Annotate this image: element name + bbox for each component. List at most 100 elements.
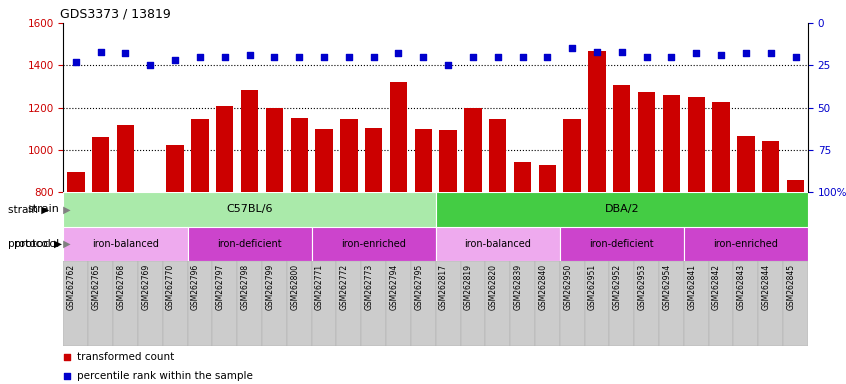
- Text: GSM262844: GSM262844: [761, 264, 771, 310]
- Bar: [212, 261, 237, 346]
- Bar: [191, 119, 209, 361]
- Text: GSM262795: GSM262795: [415, 264, 423, 310]
- Bar: [737, 136, 755, 361]
- Bar: [365, 127, 382, 361]
- Bar: [787, 180, 805, 361]
- Text: GSM262768: GSM262768: [117, 264, 125, 310]
- Bar: [758, 261, 783, 346]
- Bar: [188, 227, 311, 261]
- Point: [342, 54, 355, 60]
- Bar: [436, 261, 460, 346]
- Bar: [287, 261, 311, 346]
- Text: protocol: protocol: [14, 239, 59, 249]
- Bar: [783, 261, 808, 346]
- Point: [739, 50, 753, 56]
- Bar: [361, 261, 386, 346]
- Text: GSM262796: GSM262796: [191, 264, 200, 310]
- Text: GSM262820: GSM262820: [489, 264, 497, 310]
- Point: [267, 54, 281, 60]
- Text: protocol ▶: protocol ▶: [8, 239, 63, 249]
- Text: DBA/2: DBA/2: [605, 204, 639, 214]
- Bar: [162, 261, 188, 346]
- Bar: [762, 141, 779, 361]
- Point: [168, 57, 182, 63]
- Text: GSM262797: GSM262797: [216, 264, 225, 310]
- Bar: [560, 227, 684, 261]
- Point: [764, 50, 777, 56]
- Text: GSM262839: GSM262839: [514, 264, 523, 310]
- Bar: [92, 137, 109, 361]
- Bar: [113, 261, 138, 346]
- Point: [392, 50, 405, 56]
- Text: GSM262773: GSM262773: [365, 264, 374, 310]
- Bar: [709, 261, 733, 346]
- Bar: [613, 85, 630, 361]
- Bar: [733, 261, 758, 346]
- Bar: [311, 261, 337, 346]
- Bar: [117, 125, 135, 361]
- Point: [144, 62, 157, 68]
- Bar: [63, 261, 88, 346]
- Point: [367, 54, 381, 60]
- Text: GSM262845: GSM262845: [787, 264, 795, 310]
- Point: [591, 49, 604, 55]
- Bar: [241, 89, 258, 361]
- Point: [243, 52, 256, 58]
- Text: GSM262799: GSM262799: [266, 264, 274, 310]
- Bar: [712, 102, 730, 361]
- Bar: [634, 261, 659, 346]
- Text: strain: strain: [27, 204, 59, 214]
- Bar: [390, 82, 407, 361]
- Text: GSM262798: GSM262798: [240, 264, 250, 310]
- Text: GSM262950: GSM262950: [563, 264, 572, 310]
- Text: GSM262817: GSM262817: [439, 264, 448, 310]
- Text: ▶: ▶: [60, 204, 71, 214]
- Bar: [316, 129, 332, 361]
- Text: GSM262840: GSM262840: [538, 264, 547, 310]
- Text: GSM262954: GSM262954: [662, 264, 672, 310]
- Bar: [337, 261, 361, 346]
- Bar: [460, 261, 486, 346]
- Point: [689, 50, 703, 56]
- Bar: [262, 261, 287, 346]
- Point: [640, 54, 653, 60]
- Bar: [167, 145, 184, 361]
- Bar: [63, 227, 188, 261]
- Bar: [609, 261, 634, 346]
- Bar: [411, 261, 436, 346]
- Point: [516, 54, 530, 60]
- Text: C57BL/6: C57BL/6: [227, 204, 272, 214]
- Point: [491, 54, 504, 60]
- Text: iron-balanced: iron-balanced: [92, 239, 159, 249]
- Point: [118, 50, 132, 56]
- Bar: [464, 108, 481, 361]
- Point: [714, 52, 728, 58]
- Point: [665, 54, 678, 60]
- Text: GSM262843: GSM262843: [737, 264, 746, 310]
- Point: [788, 54, 802, 60]
- Bar: [415, 129, 432, 361]
- Text: GSM262794: GSM262794: [389, 264, 398, 310]
- Text: iron-enriched: iron-enriched: [341, 239, 406, 249]
- Bar: [510, 261, 535, 346]
- Text: GSM262765: GSM262765: [91, 264, 101, 310]
- Text: transformed count: transformed count: [77, 352, 174, 362]
- Point: [218, 54, 232, 60]
- Point: [69, 59, 83, 65]
- Bar: [141, 192, 159, 361]
- Bar: [88, 261, 113, 346]
- Bar: [560, 261, 585, 346]
- Text: GSM262770: GSM262770: [166, 264, 175, 310]
- Bar: [486, 261, 510, 346]
- Bar: [588, 51, 606, 361]
- Text: GSM262953: GSM262953: [638, 264, 646, 310]
- Bar: [659, 261, 684, 346]
- Bar: [311, 227, 436, 261]
- Text: iron-enriched: iron-enriched: [713, 239, 778, 249]
- Bar: [216, 106, 233, 361]
- Bar: [662, 95, 680, 361]
- Text: iron-deficient: iron-deficient: [590, 239, 654, 249]
- Point: [416, 54, 430, 60]
- Bar: [684, 261, 709, 346]
- Bar: [539, 164, 556, 361]
